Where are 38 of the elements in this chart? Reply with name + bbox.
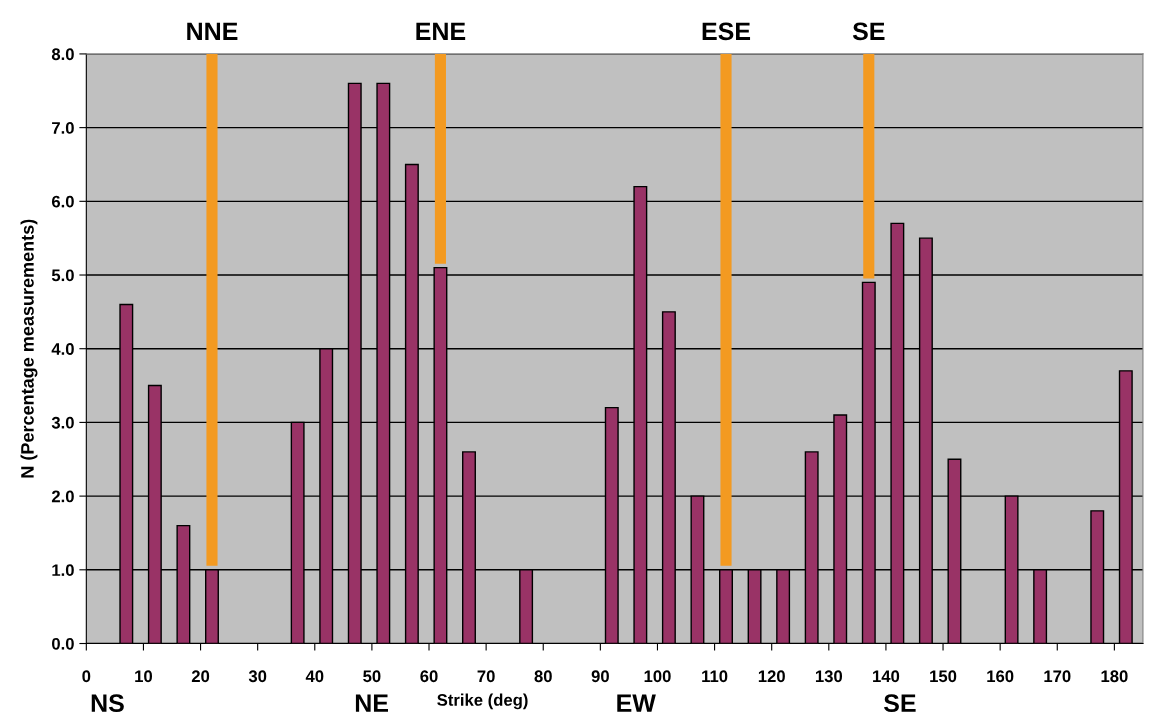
x-tick-label: 160 [987, 670, 1014, 683]
y-tick-label: 0.0 [52, 637, 74, 650]
x-tick-label: 130 [815, 670, 843, 683]
x-tick-label: 170 [1044, 670, 1071, 683]
y-tick-label: 4.0 [51, 343, 74, 355]
annotation: NNE [187, 22, 238, 40]
text: SE [883, 694, 916, 712]
x-tick-label: 50 [363, 670, 381, 683]
y-tick-label: 5.0 [51, 269, 74, 282]
x-tick-label: 70 [477, 670, 495, 683]
x-axis-title: Strike (deg) [437, 693, 528, 710]
x-tick-label: 100 [644, 670, 671, 683]
y-tick-label: 1.0 [52, 564, 74, 577]
x-tick-label: 150 [930, 670, 957, 683]
x-tick-label: 30 [248, 670, 267, 683]
y-tick-label: 2.0 [51, 490, 74, 503]
y-tick-label: 6.0 [51, 195, 74, 208]
x-tick-label: 60 [420, 670, 438, 683]
x-tick-label: 40 [305, 670, 324, 683]
x-tick-label: 80 [534, 670, 552, 683]
y-axis-title: N (Percentage measurements) [20, 219, 38, 478]
x-tick-label: 140 [873, 670, 900, 683]
annotation: SE [852, 22, 885, 41]
annotation: ESE [702, 22, 751, 41]
y-tick-label: 7.0 [52, 122, 74, 134]
text: NE [355, 694, 388, 712]
x-tick-label: 120 [758, 670, 785, 683]
x-tick-label: 110 [702, 670, 728, 683]
y-tick-label: 8.0 [51, 48, 74, 61]
x-tick-label: 180 [1101, 670, 1128, 683]
x-tick-label: 20 [191, 670, 210, 683]
annotation: ENE [416, 22, 466, 40]
x-tick-label: 10 [135, 670, 153, 683]
y-tick-label: 3.0 [51, 416, 74, 429]
x-tick-label: 0 [82, 670, 91, 683]
text: NS [91, 694, 124, 712]
text: EW [617, 694, 656, 712]
x-tick-label: 90 [591, 670, 609, 683]
